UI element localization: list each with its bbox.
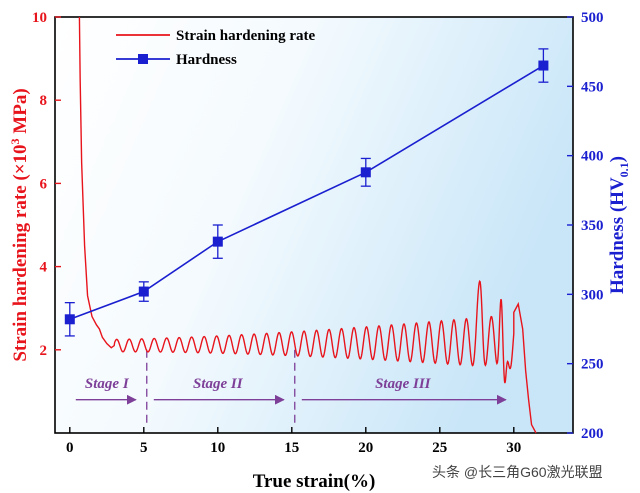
x-tick-label: 10 — [210, 440, 225, 456]
y-left-label-sup: 3 — [8, 138, 22, 144]
y-right-axis-label: Hardness (HV0.1) — [607, 156, 631, 294]
legend-marker-hardness — [138, 54, 148, 64]
y-left-label-tail: MPa) — [10, 88, 31, 138]
plot-area — [54, 16, 574, 434]
hardness-point — [538, 60, 549, 71]
hardness-point — [360, 167, 371, 178]
x-tick-label: 5 — [140, 440, 148, 456]
x-tick-label: 15 — [284, 440, 299, 456]
strain-hardening-rate-layer — [78, 16, 537, 434]
watermark-badge — [402, 461, 634, 483]
y-right-label-base: Hardness (HV — [607, 177, 628, 294]
y-left-tick-label: 10 — [32, 10, 47, 26]
hardness-layer — [64, 48, 549, 337]
y-right-tick-label: 400 — [581, 149, 604, 165]
strain-hardening-rate-line — [78, 16, 537, 434]
axes-layer: 0 5 10 15 20 25 30 2 4 6 8 10 200 250 300 350 400 450 500 — [32, 10, 604, 456]
y-right-tick-label: 350 — [581, 218, 604, 234]
y-right-tick-label: 250 — [581, 357, 604, 373]
hardness-point — [212, 236, 223, 247]
y-left-axis-label: Strain hardening rate (×103 MPa) — [8, 88, 31, 361]
y-left-tick-label: 4 — [40, 260, 48, 276]
hardness-point — [64, 314, 75, 325]
y-left-tick-label: 6 — [40, 176, 48, 192]
y-right-tick-label: 450 — [581, 79, 604, 95]
stage-label: Stage I — [85, 376, 130, 392]
y-right-tick-label: 300 — [581, 287, 604, 303]
x-tick-label: 20 — [358, 440, 373, 456]
x-axis-label: True strain(%) — [253, 471, 376, 492]
watermark: 头条 @长三角G60激光联盟 — [402, 461, 634, 483]
watermark-text: 头条 @长三角G60激光联盟 — [432, 464, 603, 480]
y-right-tick-label: 500 — [581, 10, 604, 26]
x-tick-label: 25 — [432, 440, 447, 456]
y-left-tick-label: 2 — [40, 343, 48, 359]
y-right-label-sub: 0.1 — [617, 162, 631, 177]
x-tick-label: 30 — [506, 440, 521, 456]
legend-label-hardness: Hardness — [176, 52, 237, 68]
y-left-tick-label: 8 — [40, 93, 48, 109]
y-right-label-tail: ) — [607, 156, 628, 162]
stages-layer: Stage I Stage II Stage III — [75, 349, 507, 425]
x-tick-label: 0 — [66, 440, 74, 456]
legend-label-strain-hardening-rate: Strain hardening rate — [176, 28, 316, 44]
stage-label: Stage III — [375, 376, 432, 392]
y-right-tick-label: 200 — [581, 426, 604, 442]
legend: Strain hardening rate Hardness — [116, 28, 316, 68]
hardness-point — [138, 286, 149, 297]
y-left-label-base: Strain hardening rate (×10 — [10, 144, 31, 361]
stage-label: Stage II — [193, 376, 244, 392]
